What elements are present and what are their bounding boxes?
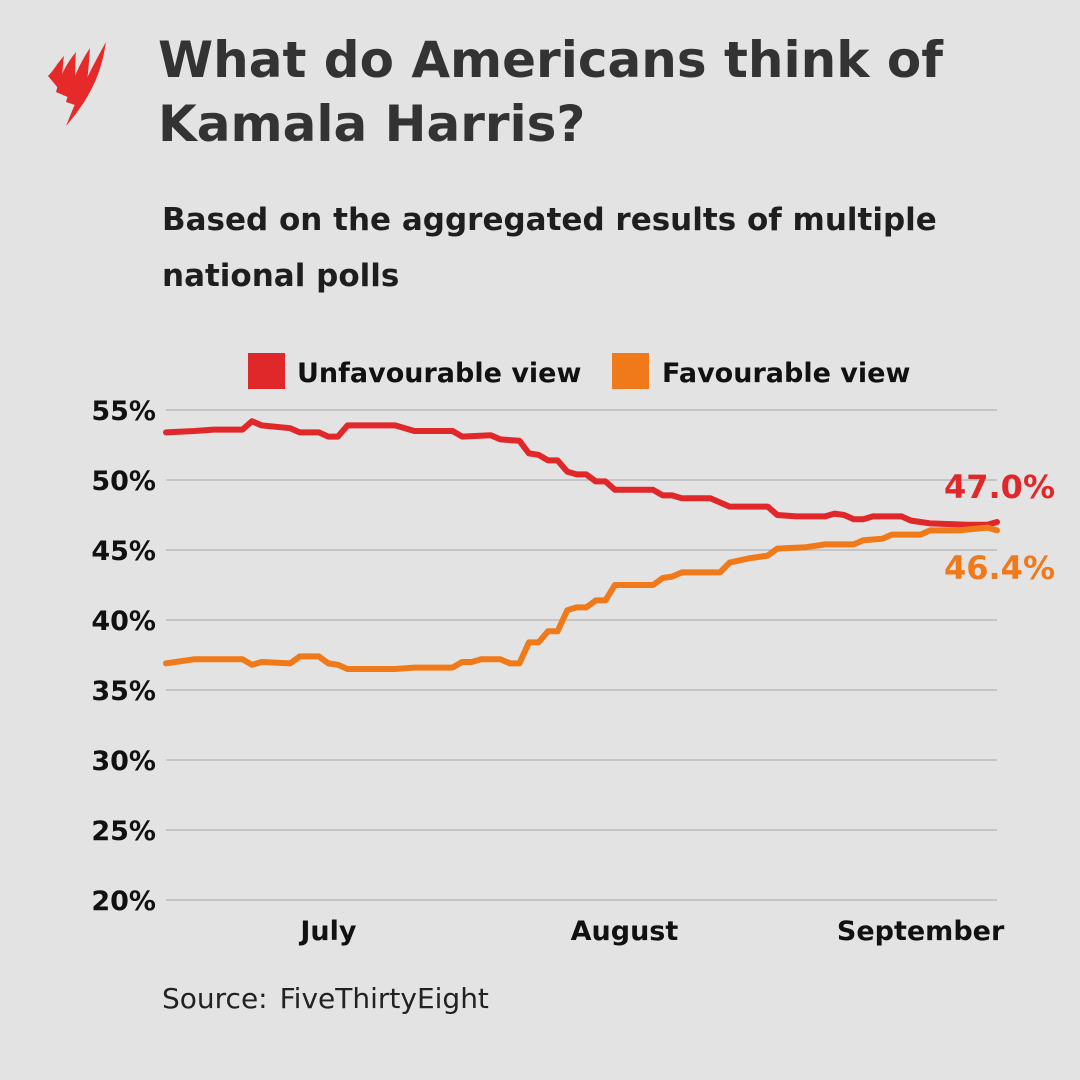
- source-name: FiveThirtyEight: [279, 982, 489, 1015]
- y-tick-label: 35%: [91, 676, 156, 707]
- series-lines: [163, 418, 1000, 672]
- page-subtitle: Based on the aggregated results of multi…: [162, 202, 937, 294]
- end-value-label: 47.0%: [944, 468, 1055, 506]
- legend-label: Favourable view: [662, 358, 910, 389]
- page-title: What do Americans think of Kamala Harris…: [158, 31, 943, 153]
- legend: Unfavourable view Favourable view: [248, 353, 910, 389]
- x-tick-label: July: [298, 916, 357, 947]
- source-note: Source: FiveThirtyEight: [162, 982, 501, 1015]
- series-line-unfavourable: [163, 418, 1000, 528]
- x-tick-label: September: [837, 916, 1005, 947]
- series-line-favourable: [163, 524, 1000, 672]
- legend-swatch: [612, 353, 649, 389]
- x-axis-ticks: July August September: [298, 916, 1005, 947]
- x-tick-label: August: [571, 916, 679, 947]
- y-axis-ticks: 55% 50% 45% 40% 35% 30% 25% 20%: [91, 396, 156, 917]
- legend-label: Unfavourable view: [297, 358, 581, 389]
- y-tick-label: 45%: [91, 536, 156, 567]
- end-labels: 47.0% 46.4%: [944, 468, 1055, 587]
- y-tick-label: 55%: [91, 396, 156, 427]
- gridlines: [166, 409, 997, 901]
- y-tick-label: 30%: [91, 746, 156, 777]
- y-tick-label: 20%: [91, 886, 156, 917]
- sbs-logo: [48, 42, 106, 126]
- y-tick-label: 50%: [91, 466, 156, 497]
- y-tick-label: 25%: [91, 816, 156, 847]
- end-value-label: 46.4%: [944, 549, 1055, 587]
- legend-swatch: [248, 353, 285, 389]
- source-label: Source:: [162, 982, 268, 1015]
- y-tick-label: 40%: [91, 606, 156, 637]
